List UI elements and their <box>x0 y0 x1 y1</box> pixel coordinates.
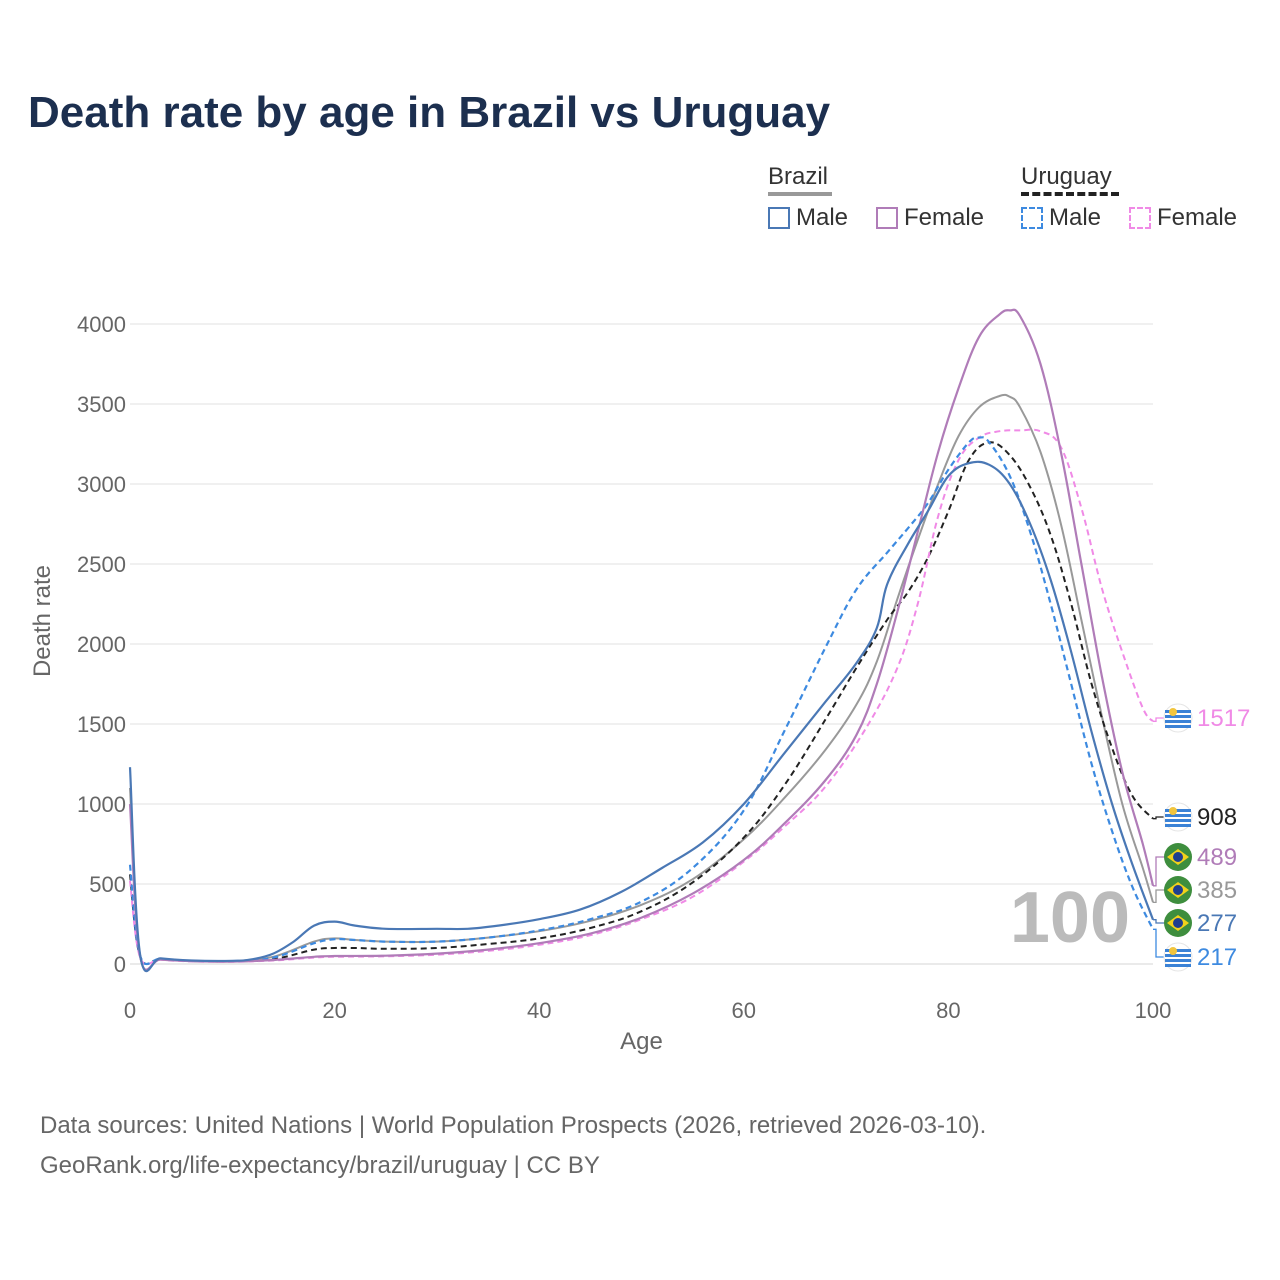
y-axis-title: Death rate <box>29 565 56 677</box>
uruguay-flag-sun-icon <box>1169 807 1177 815</box>
legend-item-brazil-male[interactable]: Male <box>768 204 848 232</box>
brazil-flag-globe-icon <box>1173 852 1183 862</box>
data-sources: Data sources: United Nations | World Pop… <box>40 1106 986 1186</box>
x-tick-label-60: 60 <box>732 998 756 1023</box>
legend-label-uruguay-female: Female <box>1157 204 1238 231</box>
end-label-1517: 1517 <box>1197 705 1250 732</box>
y-tick-label-0: 0 <box>114 952 126 977</box>
x-axis-title: Age <box>620 1028 663 1055</box>
legend-swatch-uruguay-female <box>1129 207 1151 229</box>
end-label-leader-489 <box>1153 856 1165 887</box>
end-label-leader-1517 <box>1153 717 1165 722</box>
brazil-flag-globe-icon <box>1173 885 1183 895</box>
end-label-385: 385 <box>1197 877 1237 904</box>
legend-group-brazil: Brazil <box>768 163 829 190</box>
legend-item-brazil-female[interactable]: Female <box>876 204 984 232</box>
legend-group-uruguay: Uruguay <box>1021 163 1112 190</box>
x-tick-label-0: 0 <box>124 998 136 1023</box>
x-tick-label-80: 80 <box>936 998 960 1023</box>
legend-swatch-brazil-female <box>876 207 898 229</box>
end-label-908: 908 <box>1197 804 1237 831</box>
uruguay-flag-stripe-icon <box>1165 819 1191 822</box>
series-line-brazil-male <box>128 460 1155 973</box>
y-tick-label-1500: 1500 <box>77 712 126 737</box>
x-tick-label-20: 20 <box>322 998 346 1023</box>
y-tick-label-3000: 3000 <box>77 472 126 497</box>
y-tick-label-500: 500 <box>89 872 126 897</box>
uruguay-flag-stripe-icon <box>1165 809 1191 812</box>
uruguay-flag-stripe-icon <box>1165 725 1191 728</box>
uruguay-flag-stripe-icon <box>1165 949 1191 952</box>
uruguay-flag-stripe-icon <box>1165 715 1191 718</box>
uruguay-flag-sun-icon <box>1169 947 1177 955</box>
legend-label-uruguay-male: Male <box>1049 204 1102 231</box>
legend-item-uruguay-male[interactable]: Male <box>1021 204 1101 232</box>
series-line-brazil-female <box>128 308 1155 971</box>
y-tick-label-2000: 2000 <box>77 632 126 657</box>
uruguay-flag-stripe-icon <box>1165 824 1191 827</box>
uruguay-flag-stripe-icon <box>1165 814 1191 817</box>
brazil-flag-globe-icon <box>1173 918 1183 928</box>
age-watermark: 100 <box>1010 878 1130 958</box>
y-tick-label-1000: 1000 <box>77 792 126 817</box>
end-label-leader-385 <box>1153 889 1165 904</box>
chart-title: Death rate by age in Brazil vs Uruguay <box>28 88 831 137</box>
legend-swatch-uruguay-male <box>1021 207 1043 229</box>
legend-label-brazil-female: Female <box>904 204 985 231</box>
legend-group-uruguay-line <box>1021 192 1119 196</box>
legend-item-uruguay-female[interactable]: Female <box>1129 204 1237 232</box>
y-tick-label-3500: 3500 <box>77 392 126 417</box>
uruguay-flag-stripe-icon <box>1165 964 1191 967</box>
sources-line-2: GeoRank.org/life-expectancy/brazil/urugu… <box>40 1152 600 1179</box>
legend-group-brazil-line <box>768 192 832 196</box>
y-tick-label-2500: 2500 <box>77 552 126 577</box>
y-tick-label-4000: 4000 <box>77 312 126 337</box>
legend-swatch-brazil-male <box>768 207 790 229</box>
x-tick-label-40: 40 <box>527 998 551 1023</box>
sources-line-1: Data sources: United Nations | World Pop… <box>40 1112 987 1139</box>
uruguay-flag-stripe-icon <box>1165 954 1191 957</box>
series-line-uruguay-total <box>129 441 1154 966</box>
uruguay-flag-stripe-icon <box>1165 720 1191 723</box>
uruguay-flag-stripe-icon <box>1165 959 1191 962</box>
end-label-277: 277 <box>1197 910 1237 937</box>
uruguay-flag-stripe-icon <box>1165 710 1191 713</box>
end-label-leader-277 <box>1153 919 1165 924</box>
x-tick-label-100: 100 <box>1135 998 1172 1023</box>
end-label-489: 489 <box>1197 844 1237 871</box>
end-label-217: 217 <box>1197 944 1237 971</box>
series-line-uruguay-male <box>128 436 1154 966</box>
end-label-leader-217 <box>1153 928 1165 958</box>
legend-label-brazil-male: Male <box>796 204 849 231</box>
series-line-brazil-total <box>129 393 1154 972</box>
end-label-leader-908 <box>1153 816 1165 820</box>
uruguay-flag-sun-icon <box>1169 708 1177 716</box>
